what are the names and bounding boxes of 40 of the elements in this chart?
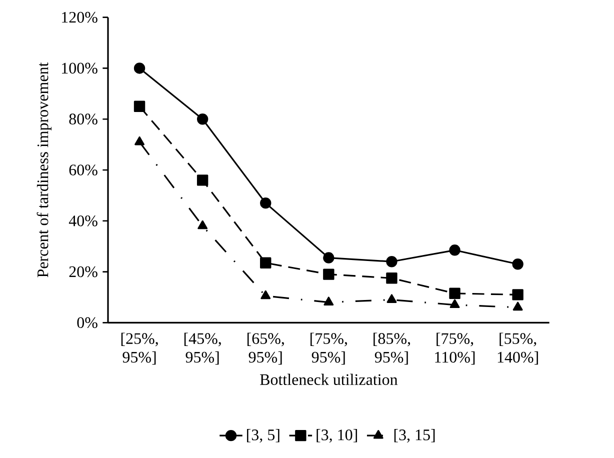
y-tick-label: 80% [69,114,98,125]
point [450,299,460,308]
point [386,294,397,303]
y-tick-label: 60% [69,164,98,176]
x-tick-label: [45%, 95%] [184,332,221,365]
legend-label: [3, 15] [394,429,435,443]
point [512,302,523,311]
x-tick-label: [55%, 140%] [498,332,538,365]
point [260,197,272,209]
x-tick-label: [75%, 95%] [310,332,347,365]
point [196,114,208,125]
legend-label: [3, 5] [247,429,280,443]
y-tick-label: 40% [68,215,98,226]
point [196,174,208,186]
y-tick-label: 0% [77,317,98,328]
point [134,136,144,146]
point [323,268,334,280]
point [324,296,334,306]
legend-label: [3, 10] [316,429,357,443]
point [323,252,334,264]
point [386,256,398,268]
point [198,220,208,230]
point [386,272,398,284]
point [512,289,524,300]
point [260,290,271,300]
y-tick-label: 100% [62,62,98,74]
point [449,244,460,256]
x-tick-label: [85%, 95%] [374,332,410,365]
y-tick-label: 20% [69,266,98,278]
point [449,288,460,300]
point [134,62,146,74]
point [260,257,272,268]
x-axis-title: Bottleneck utilization [260,374,398,386]
point [512,258,524,270]
x-tick-label: [75%, 110%] [435,332,475,365]
x-tick-label: [25%, 95%] [121,332,158,365]
x-tick-label: [65%, 95%] [247,332,284,365]
y-tick-label: 120% [62,12,98,23]
point [134,100,146,112]
y-axis-title: Percent of tardiness improvement [36,62,52,278]
